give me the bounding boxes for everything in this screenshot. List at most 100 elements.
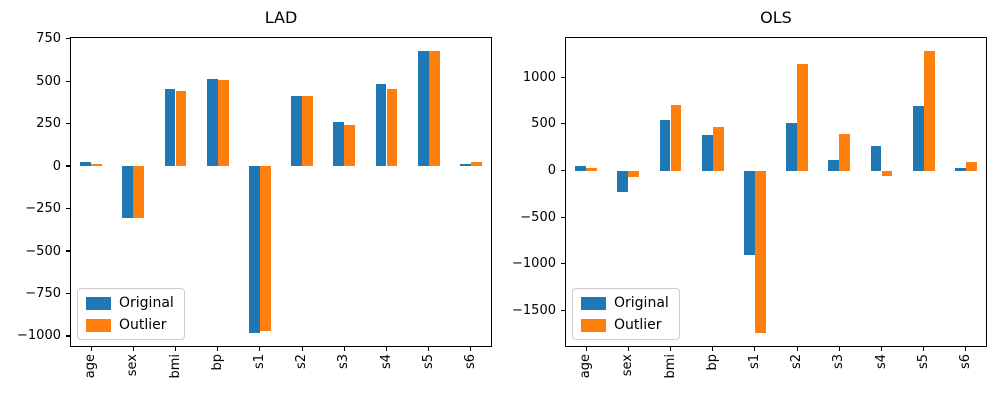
y-tick-label: 1000 [522,69,556,85]
legend-label-outlier: Outlier [119,317,167,333]
legend-label-original: Original [614,295,669,311]
x-tick-mark [880,347,883,351]
y-tick-label: −1000 [17,328,61,344]
x-tick-mark [428,347,430,351]
bar-outlier-bp [217,79,229,167]
x-tick-mark [132,347,134,351]
x-tick-label: s2 [789,354,805,370]
legend-item-original: Original [86,295,174,311]
x-tick-mark [217,347,219,351]
y-tick-mark [561,309,565,312]
x-tick-mark [965,347,967,351]
ols-plot-area [565,37,987,347]
bar-original-s4 [375,84,387,167]
x-tick-label: bmi [662,354,678,379]
legend-swatch-outlier [86,318,111,332]
bar-original-sex [122,166,134,218]
bar-outlier-s4 [881,170,893,176]
y-tick-mark [66,80,70,82]
y-tick-label: 0 [52,158,61,174]
bar-original-s2 [291,96,303,167]
bar-original-age [80,162,92,167]
x-tick-mark [923,347,925,351]
legend-item-outlier: Outlier [86,317,174,333]
bar-original-s3 [333,121,345,167]
legend-label-original: Original [119,295,174,311]
x-tick-label: s1 [251,354,267,370]
x-tick-label: sex [620,354,636,377]
legend-swatch-original [581,296,606,310]
bar-outlier-sex [133,166,145,218]
x-tick-label: s3 [831,354,847,370]
bar-original-s1 [743,170,755,256]
y-tick-mark [66,335,70,337]
y-tick-label: 0 [547,163,556,179]
bar-original-s1 [248,166,260,334]
x-tick-mark [796,347,798,351]
y-tick-mark [561,76,565,78]
y-tick-label: 250 [36,116,61,132]
bar-outlier-s1 [259,166,271,331]
legend-swatch-outlier [581,318,606,332]
x-tick-label: s5 [420,354,436,370]
y-tick-label: −500 [520,209,556,225]
bar-original-bp [701,135,713,171]
bar-outlier-s3 [344,124,356,167]
x-tick-label: bp [209,354,225,371]
bar-original-s6 [954,168,966,171]
x-tick-mark [385,347,388,351]
y-tick-mark [561,263,565,265]
x-tick-mark [259,347,261,351]
y-tick-mark [66,292,70,295]
bar-outlier-s5 [428,50,440,167]
x-tick-mark [470,347,472,351]
bar-outlier-s2 [797,64,809,171]
x-tick-mark [669,347,672,351]
ols-axes: OLS Original Outlier 1000 500 0 −500 −1000 −1… [512,8,987,379]
x-tick-label: sex [125,354,141,377]
y-tick-mark [66,38,70,40]
bar-outlier-bp [712,127,724,171]
bar-outlier-age [91,163,103,167]
bar-original-s5 [912,106,924,171]
x-tick-label: s6 [957,354,973,370]
bar-original-sex [617,170,629,193]
bar-original-s4 [870,145,882,171]
y-tick-label: −250 [25,201,61,217]
y-tick-mark [561,169,565,172]
bar-outlier-bmi [175,91,187,167]
x-tick-label: bmi [167,354,183,379]
bar-outlier-age [586,167,598,171]
y-tick-mark [561,216,565,218]
y-tick-mark [66,207,70,210]
bar-outlier-s3 [839,134,851,171]
legend-item-outlier: Outlier [581,317,669,333]
bar-outlier-sex [628,170,640,178]
x-tick-mark [343,347,345,351]
x-tick-label: bp [704,354,720,371]
x-tick-mark [301,347,303,351]
x-tick-label: age [578,354,594,379]
x-tick-label: age [83,354,99,379]
y-tick-label: 500 [36,73,61,89]
y-tick-label: −1000 [512,256,556,272]
bar-original-s3 [828,160,840,171]
x-tick-mark [754,347,756,351]
y-tick-label: 500 [531,116,556,132]
bar-outlier-s4 [386,88,398,167]
x-tick-mark [838,347,840,351]
x-tick-label: s3 [336,354,352,370]
x-tick-label: s4 [378,354,394,370]
bar-original-bp [206,79,218,167]
x-tick-mark [627,347,629,351]
legend-item-original: Original [581,295,669,311]
bar-outlier-bmi [670,104,682,171]
lad-plot-area [70,37,492,347]
bar-original-age [575,165,587,171]
bar-outlier-s6 [965,162,977,171]
bar-outlier-s5 [923,51,935,171]
x-tick-label: s6 [462,354,478,370]
bar-outlier-s6 [470,162,482,167]
bar-original-bmi [164,89,176,167]
